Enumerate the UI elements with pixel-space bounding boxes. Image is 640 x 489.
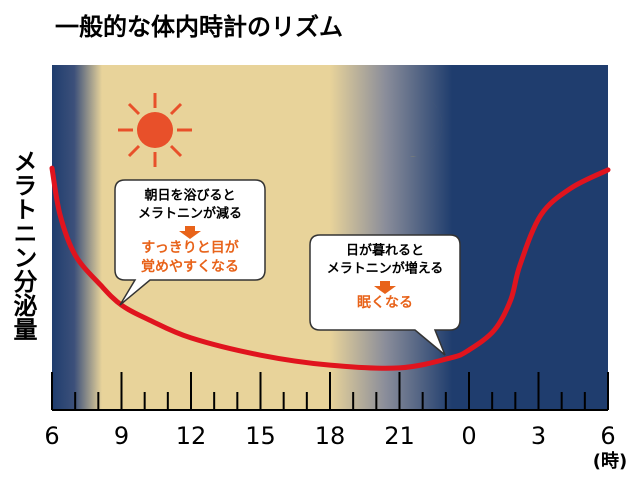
callout-result: 覚めやすくなる — [141, 258, 239, 275]
x-tick-label: 9 — [114, 422, 129, 450]
callout-arrow — [374, 281, 396, 294]
callout-text: 日が暮れると — [346, 243, 424, 259]
y-axis-label: メラトニン分泌量 — [9, 149, 37, 341]
callout-text: 朝日を浴びると — [144, 188, 235, 204]
x-tick-label: 6 — [600, 422, 615, 450]
callout-box — [114, 179, 266, 306]
callout-box — [309, 234, 461, 356]
x-tick-label: 0 — [461, 422, 476, 450]
callout-arrow — [179, 226, 201, 239]
chart-title: 一般的な体内時計のリズム — [55, 13, 343, 41]
x-tick-label: 3 — [531, 422, 546, 450]
x-unit: (時) — [593, 451, 627, 472]
sun — [118, 93, 192, 167]
x-tick-label: 18 — [315, 422, 346, 450]
x-tick-label: 15 — [245, 422, 276, 450]
x-tick-label: 6 — [44, 422, 59, 450]
callout-text: メラトニンが減る — [138, 206, 242, 222]
x-tick-label: 12 — [176, 422, 207, 450]
x-tick-label: 21 — [384, 422, 415, 450]
callout-result: 眠くなる — [357, 295, 413, 311]
melatonin-curve — [49, 165, 611, 371]
callout-result: すっきりと目が — [141, 239, 239, 256]
callout-text: メラトニンが増える — [327, 261, 444, 277]
